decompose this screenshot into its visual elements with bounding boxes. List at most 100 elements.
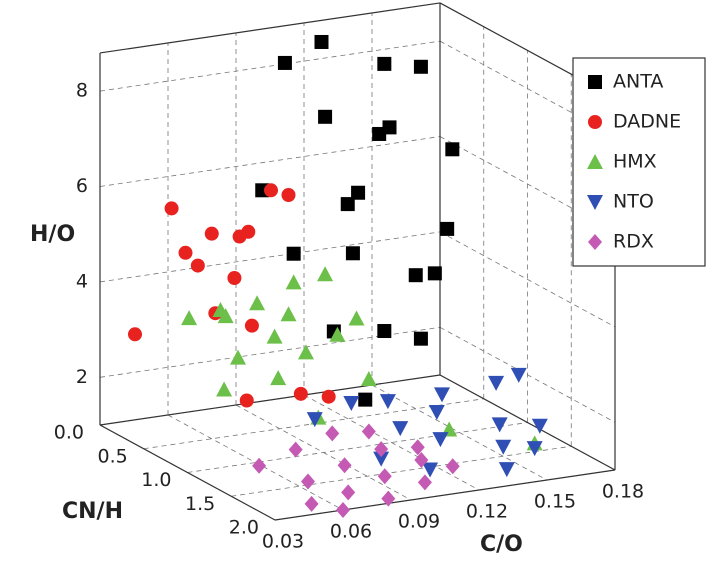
y-tick-label: 1.0 <box>141 469 171 491</box>
legend-marker <box>588 75 602 89</box>
data-point <box>491 417 508 433</box>
z-tick-label: 6 <box>76 175 88 197</box>
legend-marker <box>588 115 602 129</box>
data-point <box>414 452 429 469</box>
axis-edge <box>99 424 276 521</box>
legend-marker <box>588 234 602 250</box>
z-tick-label: 4 <box>76 270 88 292</box>
data-point <box>351 185 366 200</box>
z-tick-label: 2 <box>76 366 88 388</box>
data-point <box>244 318 259 333</box>
data-point <box>377 56 392 71</box>
grid-line <box>99 40 441 92</box>
x-tick-label: 0.09 <box>398 511 440 533</box>
data-point <box>232 229 247 244</box>
legend-label: RDX <box>613 231 654 253</box>
data-point <box>216 381 233 397</box>
legend-label: NTO <box>613 191 654 213</box>
x-tick-label: 0.03 <box>262 531 304 553</box>
data-point <box>181 310 198 326</box>
legend-marker <box>587 154 603 169</box>
data-point <box>318 109 333 124</box>
data-point <box>277 55 292 70</box>
data-point <box>164 201 179 216</box>
data-point <box>510 367 527 383</box>
data-point <box>361 423 376 440</box>
x-tick-label: 0.12 <box>466 501 508 523</box>
data-point <box>178 245 193 260</box>
data-point <box>428 404 445 420</box>
data-point <box>266 328 283 344</box>
legend-marker <box>588 115 602 129</box>
data-point <box>286 246 301 261</box>
grid-line <box>303 394 480 491</box>
legend-marker <box>588 75 602 89</box>
x-tick-label: 0.06 <box>330 521 372 543</box>
axis-edge <box>274 469 616 521</box>
data-point <box>413 59 428 74</box>
data-point <box>270 370 287 386</box>
y-tick-label: 0.5 <box>98 445 128 467</box>
data-point <box>336 502 350 518</box>
data-point <box>341 484 356 501</box>
data-point <box>495 439 512 455</box>
data-point <box>288 441 303 458</box>
legend-marker <box>587 195 603 210</box>
data-point <box>249 295 266 311</box>
axis-edge <box>439 374 616 471</box>
data-point <box>345 246 360 261</box>
legend-marker <box>587 195 603 210</box>
grid-line <box>99 136 441 187</box>
data-point <box>239 393 254 408</box>
data-point <box>377 324 392 339</box>
data-point <box>413 331 428 346</box>
data-point <box>358 392 373 407</box>
data-point <box>298 344 314 360</box>
x-tick-label: 0.18 <box>602 481 644 503</box>
data-point <box>293 386 308 401</box>
y-tick-label: 0.0 <box>54 422 84 444</box>
data-point <box>252 457 267 474</box>
data-point <box>498 462 515 478</box>
grid-line <box>187 422 528 473</box>
data-point <box>280 306 297 322</box>
data-point <box>217 308 234 324</box>
grid-line <box>99 231 441 283</box>
data-point <box>379 394 396 410</box>
legend-label: HMX <box>613 151 657 173</box>
grid-line <box>99 326 441 378</box>
legend-marker <box>587 154 603 169</box>
data-point <box>321 389 336 404</box>
data-point <box>392 421 409 437</box>
data-point <box>382 120 397 135</box>
data-point <box>340 197 355 212</box>
data-point <box>329 326 346 342</box>
data-point <box>348 310 365 326</box>
data-point <box>227 271 242 286</box>
data-point <box>325 425 340 442</box>
grid-line <box>231 445 572 497</box>
data-point <box>427 266 442 281</box>
data-point <box>445 458 460 475</box>
legend-marker <box>588 234 602 250</box>
data-point <box>381 490 396 507</box>
y-tick-label: 2.0 <box>229 517 259 539</box>
data-point <box>374 441 389 458</box>
z-axis-title: H/O <box>30 222 75 247</box>
data-point <box>377 468 392 485</box>
data-point <box>410 439 425 456</box>
data-point <box>432 432 449 448</box>
axis-edge <box>99 374 441 426</box>
y-axis-title: CN/H <box>62 499 123 524</box>
x-axis-title: C/O <box>480 532 523 557</box>
data-point <box>488 375 505 391</box>
data-point <box>373 451 390 467</box>
data-point <box>360 371 377 387</box>
data-point <box>526 441 543 457</box>
legend-label: ANTA <box>613 71 663 93</box>
grid-line <box>439 231 616 328</box>
data-point <box>445 142 460 157</box>
data-point <box>317 266 334 282</box>
data-point <box>230 349 246 365</box>
